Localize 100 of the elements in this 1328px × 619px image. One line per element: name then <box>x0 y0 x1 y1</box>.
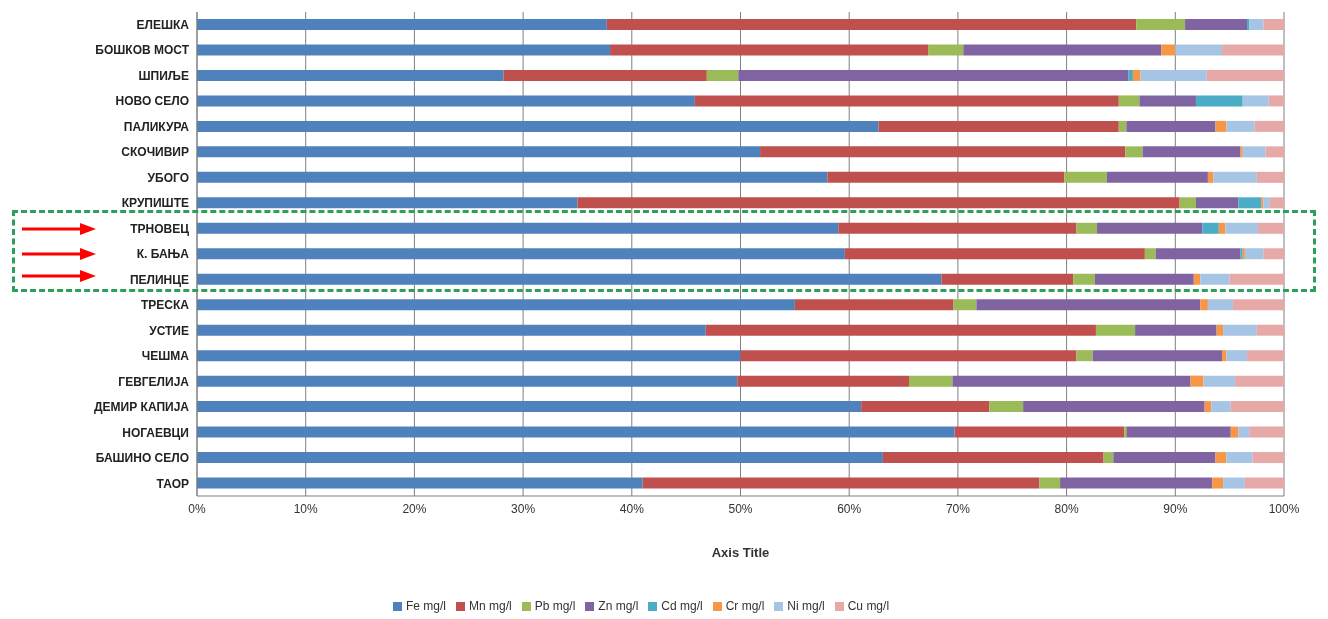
bar <box>1235 375 1284 387</box>
legend-label: Cd mg/l <box>661 599 703 613</box>
bar <box>1125 146 1143 158</box>
bar <box>1132 69 1141 81</box>
x-tick-label: 50% <box>728 501 753 516</box>
bar <box>1095 324 1136 336</box>
bar <box>577 197 1180 209</box>
bar <box>1161 44 1176 56</box>
bar <box>1076 350 1093 362</box>
bar <box>1202 222 1219 234</box>
bar <box>1140 69 1207 81</box>
bar <box>1092 350 1223 362</box>
bar <box>1094 273 1194 285</box>
bar <box>1118 120 1127 132</box>
bar <box>1139 95 1196 107</box>
x-tick-label: 90% <box>1163 501 1188 516</box>
bar <box>197 19 607 30</box>
bar <box>963 44 1162 56</box>
bar <box>1222 350 1227 362</box>
legend-label: Mn mg/l <box>468 599 512 613</box>
bar <box>610 44 929 56</box>
bar <box>197 171 828 183</box>
bar <box>1073 273 1095 285</box>
legend-label: Ni mg/l <box>787 599 825 613</box>
bar <box>1103 452 1114 464</box>
x-axis-title: Axis Title <box>711 545 770 560</box>
bar <box>1230 401 1284 413</box>
bar <box>694 95 1119 107</box>
bar <box>1256 171 1284 183</box>
bar <box>197 299 795 311</box>
bar <box>1226 350 1248 362</box>
bar <box>1136 19 1186 30</box>
bar <box>1226 120 1255 132</box>
bar <box>941 273 1074 285</box>
bar <box>1244 477 1284 489</box>
bar <box>197 477 643 489</box>
bar <box>737 375 909 387</box>
bar <box>197 324 706 336</box>
bar <box>197 44 611 56</box>
bar <box>1076 222 1098 234</box>
bar <box>1226 452 1253 464</box>
bar <box>1190 375 1204 387</box>
bar <box>1238 426 1250 438</box>
bar <box>838 222 1077 234</box>
bar <box>1204 401 1212 413</box>
bar <box>197 248 845 260</box>
legend-label: Pb mg/l <box>534 599 576 613</box>
x-tick-label: 20% <box>402 501 427 516</box>
bar <box>705 324 1096 336</box>
bar <box>1223 324 1257 336</box>
bar <box>740 350 1077 362</box>
bar <box>197 120 879 132</box>
bar <box>1225 222 1258 234</box>
bar <box>197 146 761 158</box>
bar <box>1261 197 1264 209</box>
bar <box>1244 248 1264 260</box>
bar <box>1023 401 1205 413</box>
bar <box>1222 44 1284 56</box>
bar <box>1124 426 1127 438</box>
bar <box>1118 95 1140 107</box>
legend-label: Zn mg/l <box>598 599 639 613</box>
bar <box>1211 401 1231 413</box>
bar <box>1203 375 1236 387</box>
bar <box>1254 120 1284 132</box>
bar <box>1247 19 1250 30</box>
bar <box>1265 146 1284 158</box>
x-tick-label: 0% <box>188 501 206 516</box>
bar <box>954 426 1125 438</box>
bar <box>1242 95 1269 107</box>
y-tick-label: УБОГО <box>147 170 189 185</box>
x-tick-label: 70% <box>945 501 971 516</box>
bar <box>197 95 695 107</box>
bar <box>1263 19 1284 30</box>
bar <box>1218 222 1226 234</box>
bar <box>1126 426 1231 438</box>
y-tick-label: ПАЛИКУРА <box>123 119 190 134</box>
y-tick-label: ЕЛЕШКА <box>136 18 190 32</box>
bar <box>197 222 839 234</box>
bar <box>953 299 977 311</box>
bar <box>1223 477 1245 489</box>
y-tick-label: ГЕВГЕЛИЈА <box>118 374 190 389</box>
legend-label: Cr mg/l <box>725 599 765 613</box>
x-tick-label: 40% <box>619 501 645 516</box>
y-tick-label: ШПИЉЕ <box>138 68 189 83</box>
bar <box>1200 273 1230 285</box>
bar <box>1175 44 1223 56</box>
bar <box>1249 19 1264 30</box>
bar <box>197 375 738 387</box>
y-tick-label: ДЕМИР КАПИЈА <box>94 400 190 415</box>
bar <box>1213 171 1257 183</box>
y-tick-label: ЧЕШМА <box>141 349 190 364</box>
x-tick-label: 100% <box>1268 501 1300 516</box>
bar <box>878 120 1119 132</box>
bar <box>1242 146 1266 158</box>
y-tick-label: ПЕЛИНЦЕ <box>129 272 189 287</box>
bar <box>976 299 1201 311</box>
bar <box>606 19 1137 30</box>
bar <box>1126 120 1216 132</box>
bar <box>1263 197 1270 209</box>
bar <box>1240 146 1243 158</box>
